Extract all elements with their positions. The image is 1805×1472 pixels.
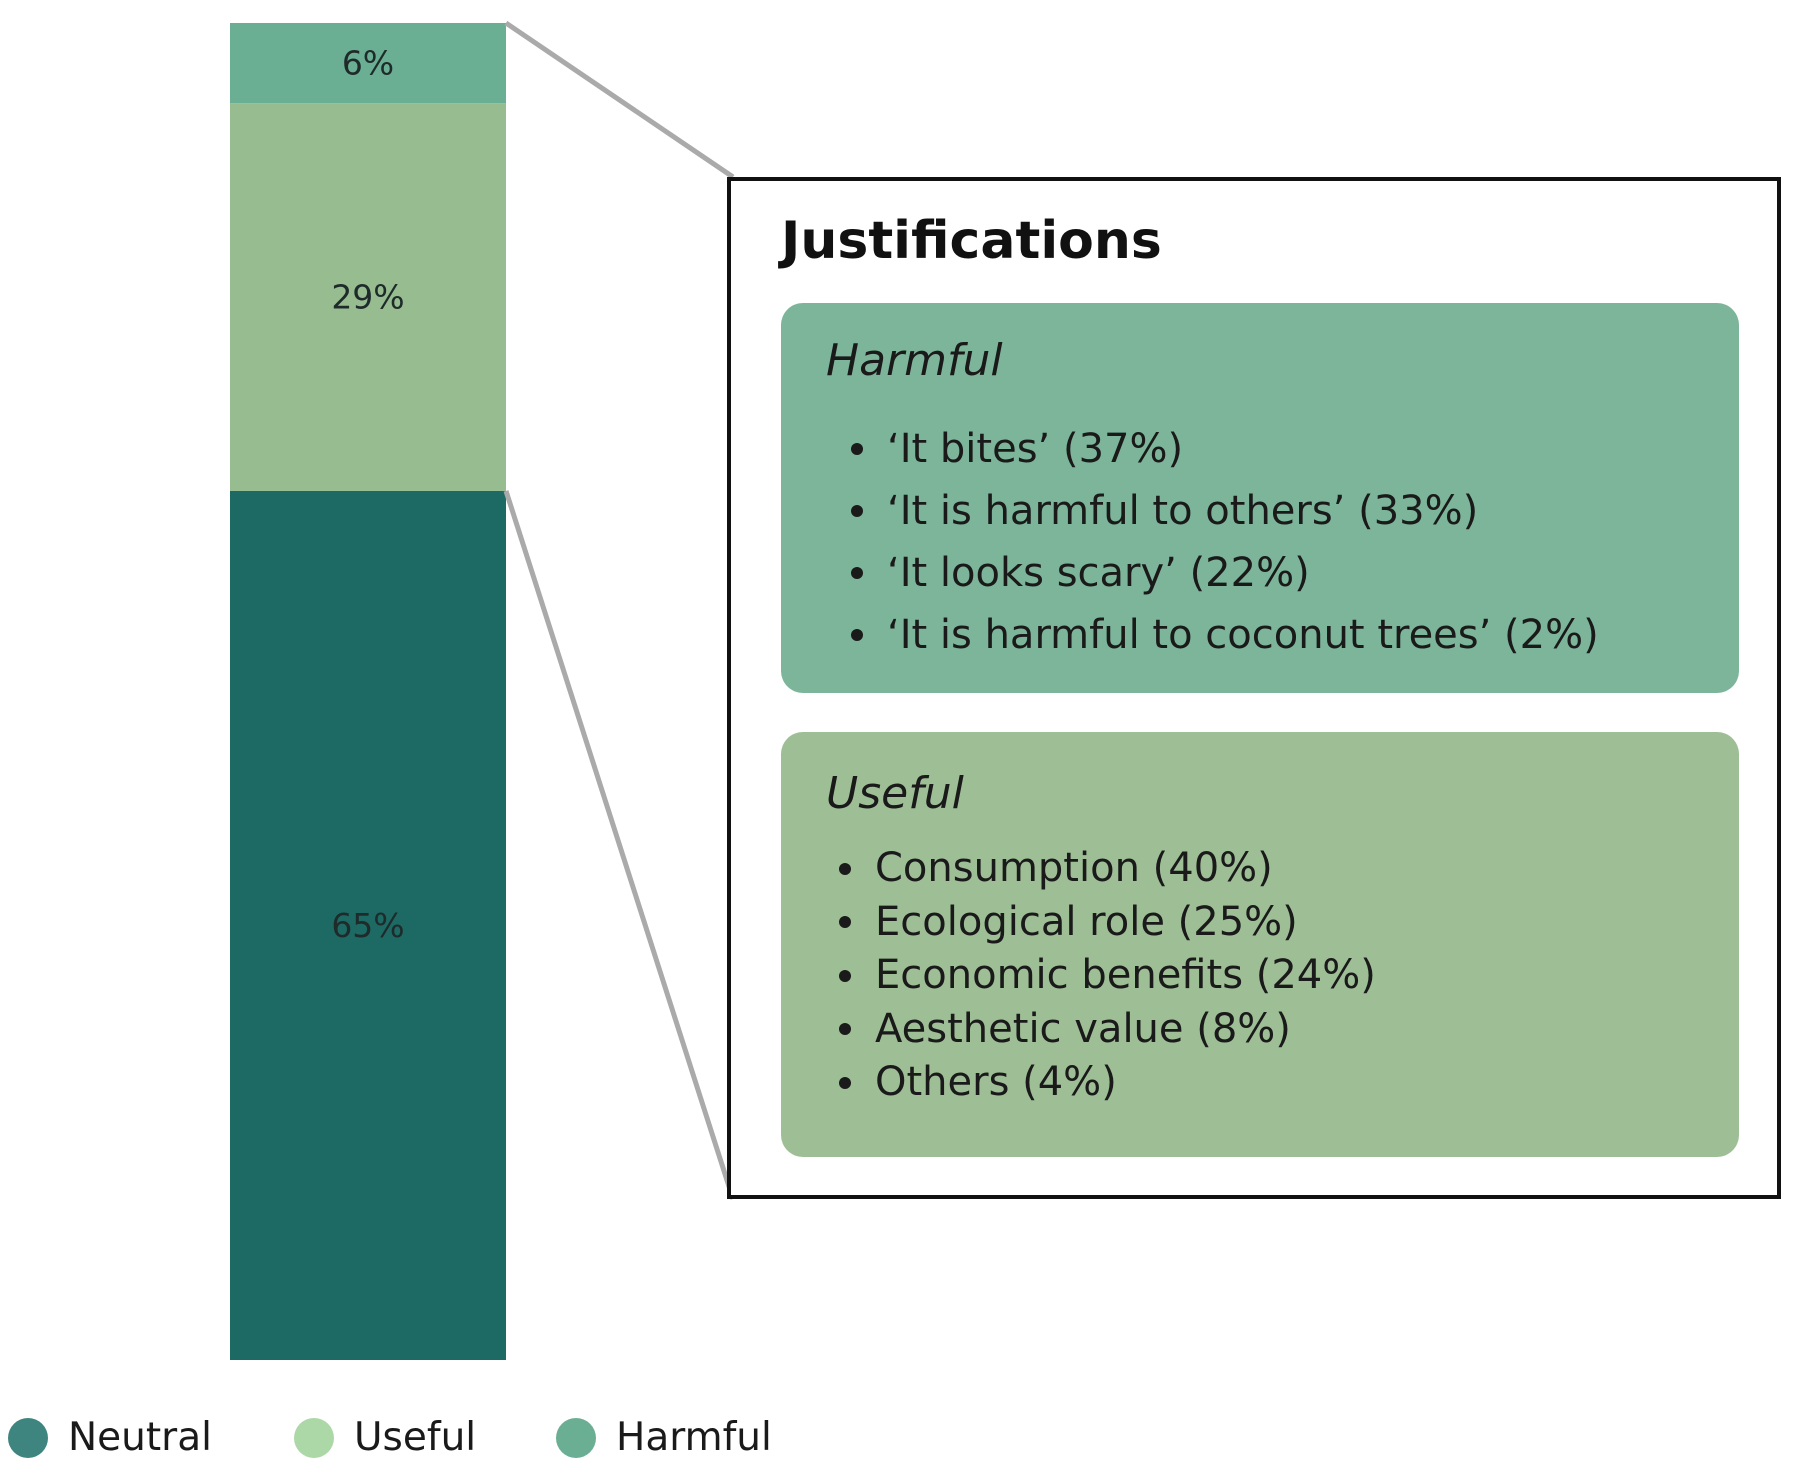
legend-label-harmful: Harmful bbox=[616, 1415, 772, 1460]
bullet-icon bbox=[851, 505, 863, 517]
useful-panel-title: Useful bbox=[826, 768, 964, 819]
bullet-icon bbox=[839, 1076, 851, 1089]
harmful-reasons-list: ‘It bites’ (37%) ‘It is harmful to other… bbox=[851, 418, 1599, 666]
list-item: Ecological role (25%) bbox=[839, 896, 1376, 950]
legend-swatch-useful bbox=[294, 1418, 334, 1458]
reason-text: Others (4%) bbox=[875, 1059, 1117, 1105]
list-item: Economic benefits (24%) bbox=[839, 949, 1376, 1003]
reason-text: Economic benefits (24%) bbox=[875, 952, 1376, 998]
list-item: Aesthetic value (8%) bbox=[839, 1003, 1376, 1057]
bar-segment-harmful bbox=[230, 23, 506, 104]
list-item: Consumption (40%) bbox=[839, 842, 1376, 896]
useful-justifications-panel: Useful Consumption (40%) Ecological role… bbox=[781, 732, 1739, 1157]
list-item: ‘It bites’ (37%) bbox=[851, 418, 1599, 480]
reason-text: Ecological role (25%) bbox=[875, 898, 1298, 945]
bullet-icon bbox=[851, 629, 863, 641]
useful-reasons-list: Consumption (40%) Ecological role (25%) … bbox=[839, 842, 1376, 1110]
reason-text: ‘It looks scary’ (22%) bbox=[887, 550, 1310, 596]
connector-line-bottom bbox=[503, 490, 736, 1200]
bar-segments: 65% 29% 6% bbox=[230, 23, 506, 1360]
legend-swatch-neutral bbox=[8, 1418, 48, 1458]
bar-segment-neutral bbox=[230, 490, 506, 1360]
connector-line-top bbox=[504, 20, 735, 180]
bullet-icon bbox=[839, 1023, 851, 1036]
bullet-icon bbox=[851, 567, 863, 579]
bullet-icon bbox=[851, 443, 863, 455]
reason-text: Aesthetic value (8%) bbox=[875, 1005, 1291, 1052]
justifications-box: Justifications Harmful ‘It bites’ (37%) … bbox=[727, 177, 1781, 1199]
list-item: Others (4%) bbox=[839, 1056, 1376, 1110]
reason-text: ‘It is harmful to others’ (33%) bbox=[887, 488, 1479, 534]
data-label-neutral: 65% bbox=[331, 906, 404, 945]
reason-text: ‘It is harmful to coconut trees’ (2%) bbox=[887, 612, 1599, 658]
list-item: ‘It looks scary’ (22%) bbox=[851, 542, 1599, 604]
justifications-title: Justifications bbox=[781, 211, 1162, 271]
bar-segment-useful bbox=[230, 103, 506, 491]
harmful-panel-title: Harmful bbox=[826, 335, 1003, 386]
legend-label-useful: Useful bbox=[354, 1415, 477, 1460]
reason-text: ‘It bites’ (37%) bbox=[887, 426, 1184, 472]
bullet-icon bbox=[839, 969, 851, 982]
data-label-harmful: 6% bbox=[342, 44, 394, 83]
reason-text: Consumption (40%) bbox=[875, 845, 1273, 891]
bullet-icon bbox=[839, 916, 851, 929]
legend-swatch-harmful bbox=[556, 1418, 596, 1458]
bullet-icon bbox=[839, 862, 851, 875]
legend-label-neutral: Neutral bbox=[68, 1415, 212, 1460]
list-item: ‘It is harmful to others’ (33%) bbox=[851, 480, 1599, 542]
data-label-useful: 29% bbox=[331, 278, 404, 317]
list-item: ‘It is harmful to coconut trees’ (2%) bbox=[851, 604, 1599, 666]
zoom-connectors bbox=[503, 20, 736, 1200]
harmful-justifications-panel: Harmful ‘It bites’ (37%) ‘It is harmful … bbox=[781, 303, 1739, 693]
